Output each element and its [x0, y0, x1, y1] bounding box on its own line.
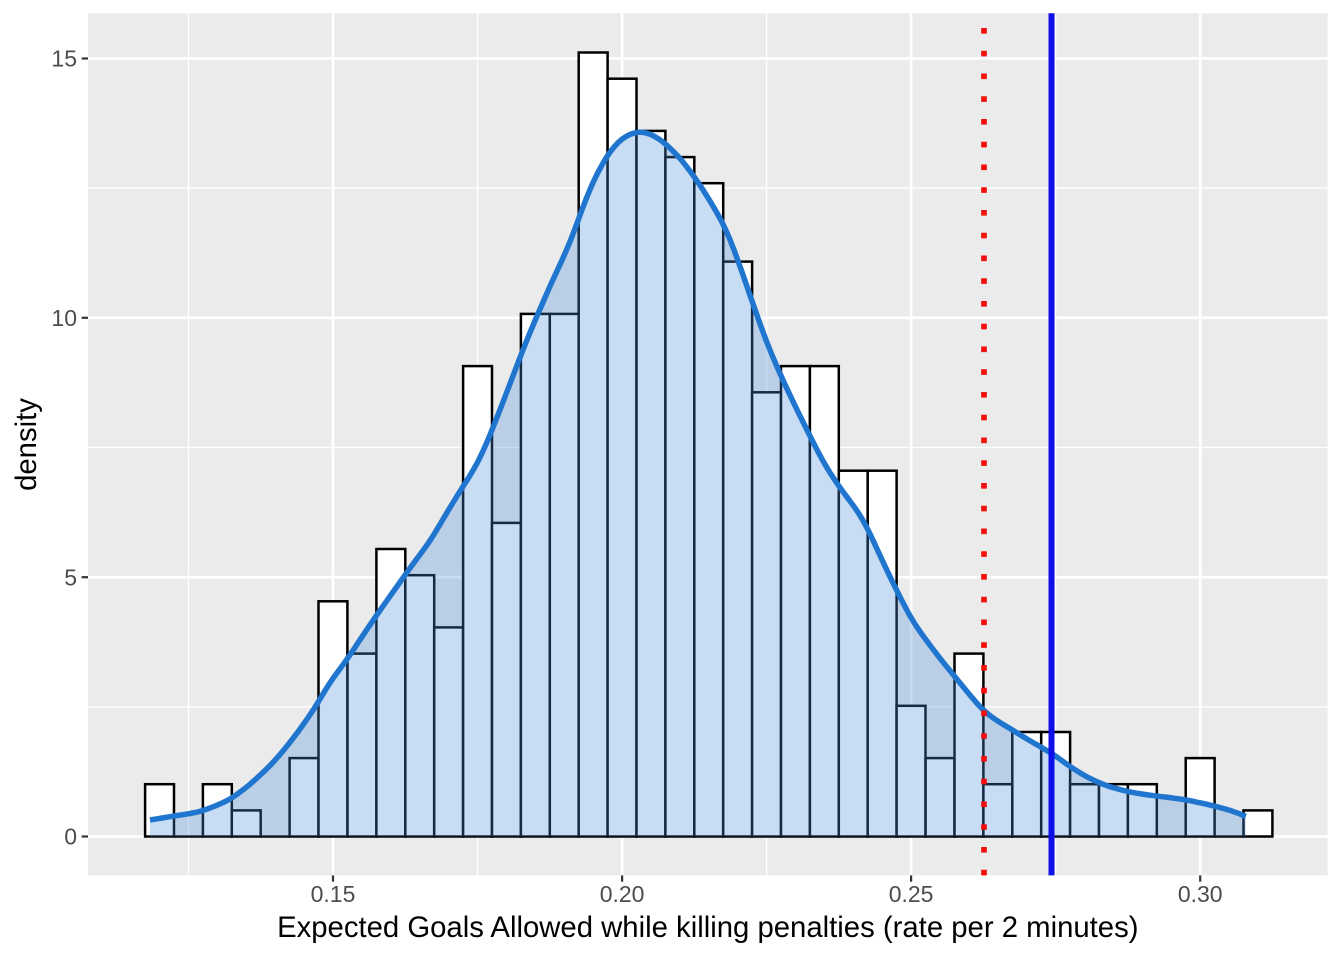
svg-text:15: 15 — [51, 46, 77, 72]
svg-text:0.30: 0.30 — [1178, 881, 1223, 907]
svg-text:0.25: 0.25 — [889, 881, 934, 907]
svg-text:10: 10 — [51, 305, 77, 331]
svg-text:0.15: 0.15 — [311, 881, 356, 907]
svg-text:0: 0 — [64, 824, 77, 850]
svg-text:5: 5 — [64, 564, 77, 590]
svg-text:density: density — [10, 398, 43, 491]
svg-text:0.20: 0.20 — [600, 881, 645, 907]
svg-text:Expected Goals Allowed while k: Expected Goals Allowed while killing pen… — [277, 911, 1138, 944]
